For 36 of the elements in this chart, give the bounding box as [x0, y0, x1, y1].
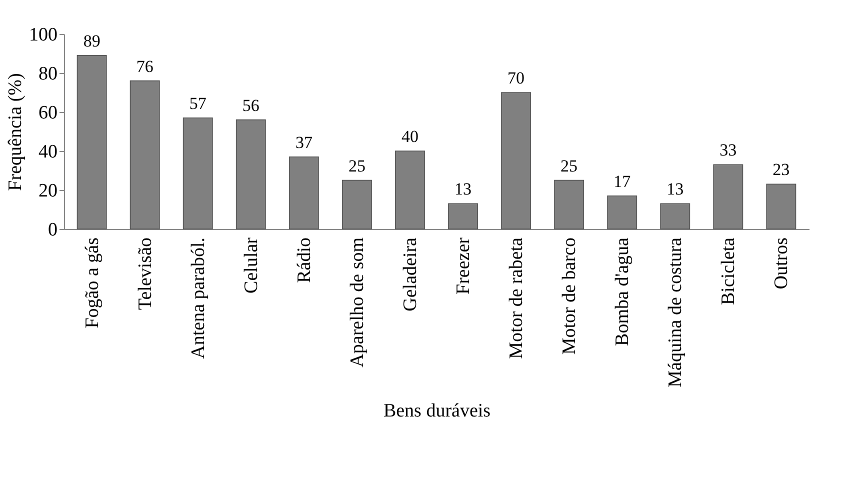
- data-label: 56: [242, 96, 260, 115]
- data-label: 37: [295, 132, 313, 152]
- y-tick-label: 20: [38, 180, 58, 202]
- x-axis-title: Bens duráveis: [383, 400, 491, 422]
- x-tick-label: Aparelho de som: [346, 237, 368, 368]
- x-tick-label: Geladeira: [400, 236, 421, 312]
- x-tick-label: Bicicleta: [718, 236, 740, 306]
- x-tick-label: Outros: [771, 238, 792, 290]
- y-tick-label: 0: [48, 220, 58, 240]
- x-tick-label: Fogão a gás: [82, 238, 103, 328]
- x-tick-label: Motor de rabeta: [506, 236, 528, 359]
- data-label: 13: [666, 180, 684, 199]
- data-label: 76: [136, 56, 154, 76]
- x-tick-label: Máquina de costura: [665, 236, 686, 388]
- data-label: 17: [614, 172, 632, 191]
- y-axis-title: Frequência (%): [5, 73, 26, 191]
- y-tick-label: 60: [38, 102, 58, 124]
- y-tick-label: 80: [38, 64, 58, 84]
- data-label: 70: [508, 68, 525, 88]
- x-tick-label: Celular: [240, 236, 262, 294]
- data-label: 25: [348, 156, 366, 176]
- data-label: 40: [401, 127, 418, 146]
- data-label: 13: [454, 180, 472, 199]
- y-tick-label: 40: [38, 142, 58, 162]
- data-label: 89: [83, 31, 100, 50]
- y-tick-label: 100: [29, 24, 58, 46]
- x-tick-label: Freezer: [453, 236, 474, 294]
- data-label: 57: [189, 94, 207, 113]
- x-tick-label: Bomba d'agua: [612, 236, 634, 346]
- data-label: 33: [720, 140, 737, 160]
- data-label: 25: [560, 156, 578, 176]
- x-tick-label: Rádio: [294, 238, 315, 283]
- x-tick-label: Motor de barco: [559, 238, 580, 355]
- data-label: 23: [772, 160, 790, 180]
- x-tick-label: Televisão: [134, 238, 156, 310]
- x-tick-label: Antena paraból.: [188, 238, 209, 359]
